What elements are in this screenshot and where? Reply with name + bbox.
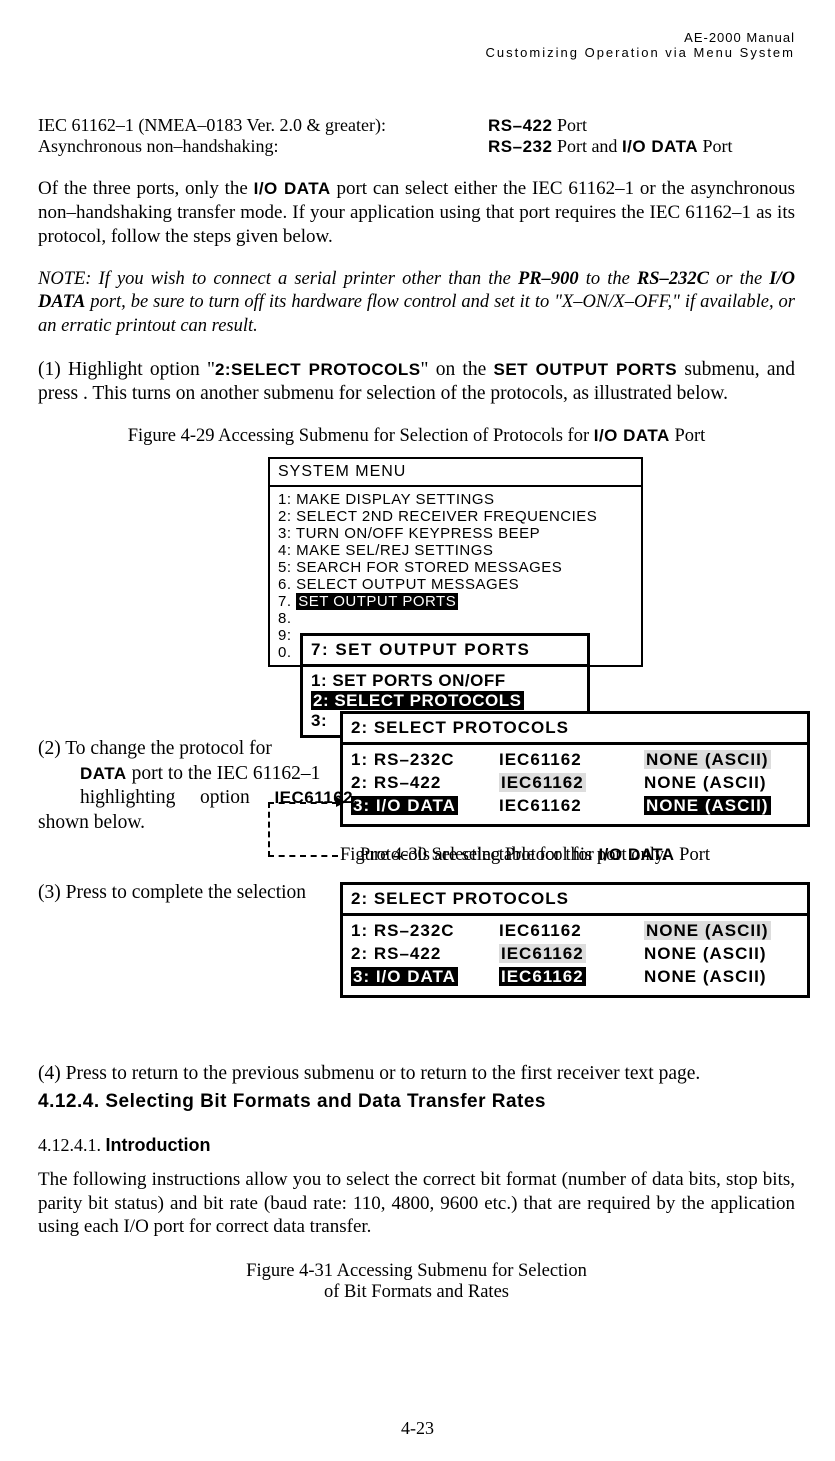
protocol-summary: IEC 61162–1 (NMEA–0183 Ver. 2.0 & greate…	[38, 115, 795, 157]
paragraph-ports: Of the three ports, only the I/O DATA po…	[38, 177, 795, 248]
sysmenu-line: 8.	[278, 610, 633, 627]
note-paragraph: NOTE: If you wish to connect a serial pr…	[38, 268, 795, 337]
proto-right-0: RS–422 Port	[488, 115, 587, 136]
menu-diagram: SYSTEM MENU 1: MAKE DISPLAY SETTINGS 2: …	[38, 457, 795, 882]
sysmenu-line: 5: SEARCH FOR STORED MESSAGES	[278, 559, 633, 576]
step-3: (3) Press to complete the selection	[38, 882, 306, 904]
proto-left-1: Asynchronous non–handshaking:	[38, 136, 488, 157]
selprot-b-title: 2: SELECT PROTOCOLS	[343, 885, 807, 916]
select-protocols-box-b: 2: SELECT PROTOCOLS 1: RS–232C IEC61162 …	[340, 882, 810, 998]
header-line-1: AE-2000 Manual	[38, 30, 795, 45]
step-2: (2) To change the protocol for DATA port…	[38, 737, 358, 835]
arrowhead-icon	[336, 797, 346, 807]
submenu-7-title: 7: SET OUTPUT PORTS	[303, 636, 587, 667]
selprot-b-row: 3: I/O DATA IEC61162 NONE (ASCII)	[351, 966, 799, 989]
subsection-4-12-4-1: 4.12.4.1. Introduction	[38, 1135, 795, 1156]
sub7-l2: 2: SELECT PROTOCOLS	[311, 691, 579, 711]
system-menu-title: SYSTEM MENU	[270, 459, 641, 487]
step-1: (1) Highlight option "2:SELECT PROTOCOLS…	[38, 358, 795, 407]
sub7-l1: 1: SET PORTS ON/OFF	[311, 671, 579, 691]
selprot-a-row: 2: RS–422 IEC61162 NONE (ASCII)	[351, 772, 799, 795]
section-heading-4-12-4: 4.12.4. Selecting Bit Formats and Data T…	[38, 1091, 795, 1113]
step-4: (4) Press to return to the previous subm…	[38, 1062, 795, 1086]
sysmenu-line: 3: TURN ON/OFF KEYPRESS BEEP	[278, 525, 633, 542]
selprot-a-title: 2: SELECT PROTOCOLS	[343, 714, 807, 745]
selprot-b-row: 1: RS–232C IEC61162 NONE (ASCII)	[351, 920, 799, 943]
mid-note-text: Protocols are selectable for this port o…	[360, 845, 668, 866]
sysmenu-line: 2: SELECT 2ND RECEIVER FREQUENCIES	[278, 508, 633, 525]
proto-left-0: IEC 61162–1 (NMEA–0183 Ver. 2.0 & greate…	[38, 115, 488, 136]
intro-paragraph: The following instructions allow you to …	[38, 1168, 795, 1239]
figure-29-caption: Figure 4-29 Accessing Submenu for Select…	[38, 426, 795, 447]
selprot-a-row: 3: I/O DATA IEC61162 NONE (ASCII)	[351, 795, 799, 818]
selprot-b-row: 2: RS–422 IEC61162 NONE (ASCII)	[351, 943, 799, 966]
sysmenu-line-7: 7. SET OUTPUT PORTS	[278, 593, 633, 610]
dash-line-icon	[268, 802, 270, 857]
page-number: 4-23	[0, 1418, 835, 1439]
header-line-2: Customizing Operation via Menu System	[38, 45, 795, 60]
dash-line-icon	[268, 802, 338, 804]
select-protocols-box-a: 2: SELECT PROTOCOLS 1: RS–232C IEC61162 …	[340, 711, 810, 827]
proto-right-1: RS–232 Port and I/O DATA Port	[488, 136, 733, 157]
selprot-a-row: 1: RS–232C IEC61162 NONE (ASCII)	[351, 749, 799, 772]
sysmenu-line: 1: MAKE DISPLAY SETTINGS	[278, 491, 633, 508]
figure-31-caption: Figure 4-31 Accessing Submenu for Select…	[38, 1261, 795, 1303]
dash-line-icon	[268, 855, 338, 857]
sysmenu-line: 6. SELECT OUTPUT MESSAGES	[278, 576, 633, 593]
sysmenu-line: 4: MAKE SEL/REJ SETTINGS	[278, 542, 633, 559]
